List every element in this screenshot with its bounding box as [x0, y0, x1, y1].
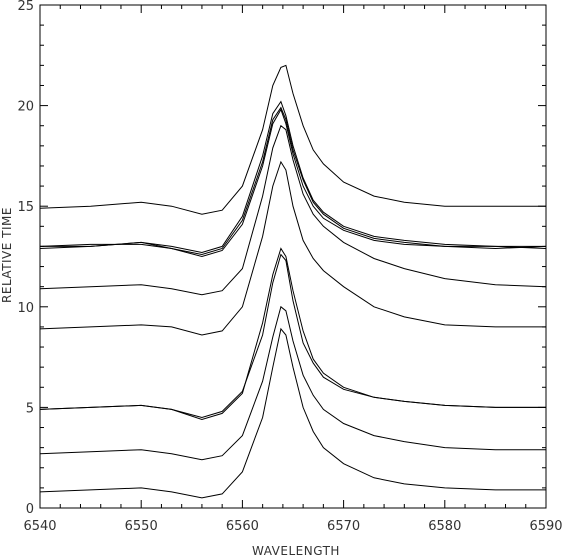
spectrum-line-7 — [39, 100, 546, 254]
x-tick-label: 6550 — [125, 519, 158, 534]
spectrum-line-1 — [39, 327, 546, 499]
plot-frame — [39, 4, 547, 509]
x-tick-label: 6570 — [327, 519, 360, 534]
spectrum-line-2 — [39, 305, 546, 461]
plot-border — [39, 4, 547, 509]
spectrum-line-9 — [40, 108, 547, 258]
x-axis: 6540 6550 6560 6570 6580 6590 — [23, 5, 562, 534]
y-tick-label: 5 — [26, 401, 34, 416]
spectra-lines — [39, 64, 547, 499]
spectrum-line-10 — [39, 64, 546, 215]
y-tick-label: 0 — [26, 502, 34, 517]
y-axis-title: RELATIVE TIME — [0, 207, 14, 303]
spectrum-line-6 — [39, 124, 547, 296]
y-axis: 0 5 10 15 20 25 — [17, 0, 546, 517]
spectrum-line-4 — [39, 247, 546, 421]
x-tick-label: 6560 — [226, 519, 259, 534]
y-tick-label: 20 — [17, 100, 34, 115]
x-axis-title: WAVELENGTH — [252, 544, 340, 558]
x-tick-label: 6590 — [529, 519, 562, 534]
x-tick-label: 6540 — [23, 519, 56, 534]
spectrum-line-3 — [39, 253, 546, 419]
spectrum-line-8 — [39, 106, 547, 256]
spectrum-line-5 — [39, 160, 546, 336]
x-tick-label: 6580 — [428, 519, 461, 534]
y-tick-label: 15 — [17, 200, 34, 215]
y-tick-label: 10 — [17, 301, 34, 316]
y-tick-label: 25 — [17, 0, 34, 14]
